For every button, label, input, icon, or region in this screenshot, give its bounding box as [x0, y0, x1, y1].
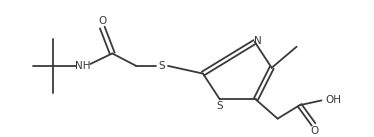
Text: OH: OH [325, 95, 341, 105]
Text: O: O [310, 126, 319, 136]
Text: S: S [217, 101, 223, 111]
Text: O: O [98, 16, 107, 26]
Text: NH: NH [75, 61, 90, 71]
Text: N: N [254, 36, 261, 46]
Text: S: S [159, 61, 165, 71]
